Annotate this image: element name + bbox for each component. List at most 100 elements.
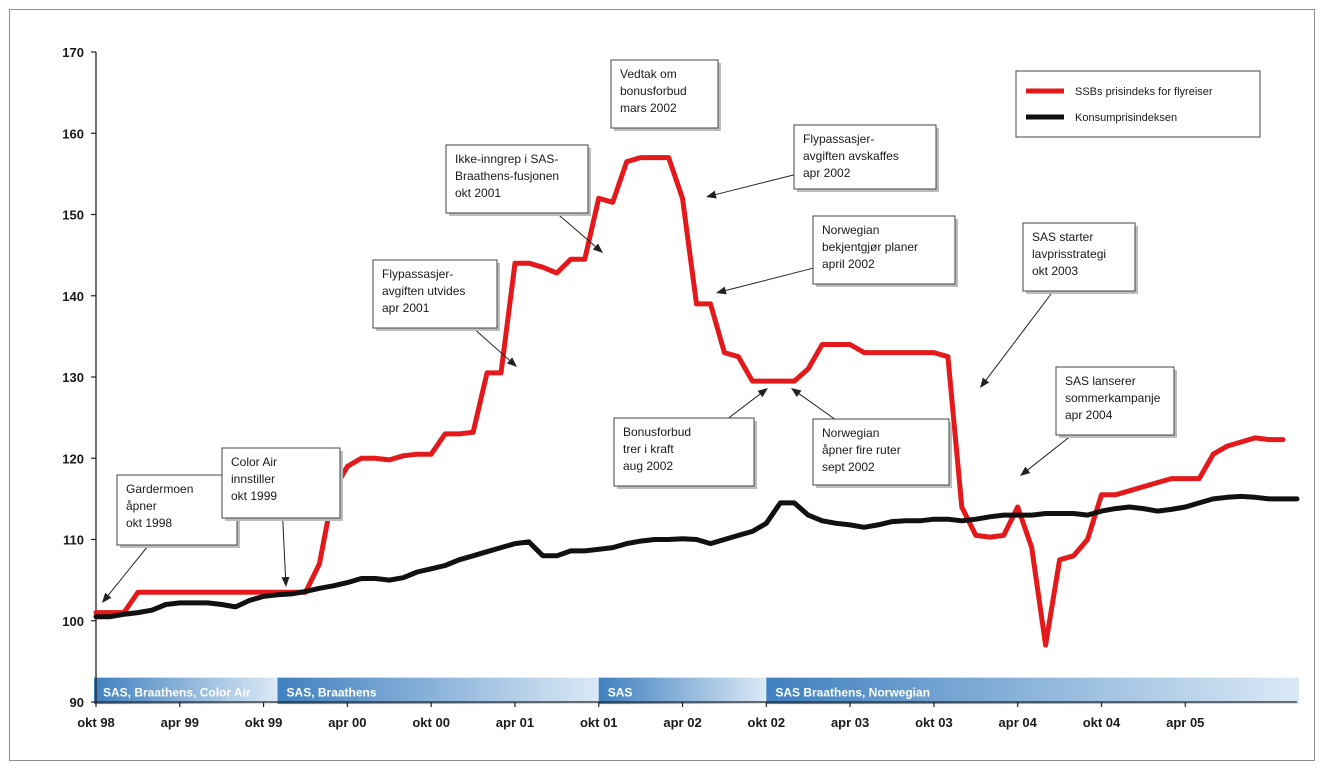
annotation-text: okt 1999: [231, 489, 277, 503]
annotation-arrow-line: [725, 267, 814, 292]
annotation-text: apr 2002: [803, 166, 851, 180]
annotation-text: Braathens-fusjonen: [455, 169, 559, 183]
y-tick-label: 90: [70, 695, 84, 710]
annotation-text: åpner: [126, 499, 157, 513]
annotation-arrow-line: [715, 174, 795, 196]
y-tick-label: 110: [63, 533, 84, 548]
annotation-text: SAS starter: [1032, 230, 1093, 244]
annotation: Flypassasjer-avgiften utvides apr 2001: [372, 259, 517, 367]
annotation: Norwegian bekjentgjør planer april 2002: [716, 215, 958, 295]
annotation: Norwegian åpner fire ruter sept 2002: [791, 388, 952, 488]
x-tick-label: apr 02: [663, 715, 701, 730]
annotation: Vedtak om bonusforbud mars 2002: [610, 59, 721, 131]
annotation-text: avgiften utvides: [382, 284, 465, 298]
era-label: SAS, Braathens: [287, 686, 377, 700]
annotation-text: avgiften avskaffes: [803, 149, 899, 163]
annotation: Gardermoen åpner okt 1998: [102, 474, 240, 603]
annotation-text: Flypassasjer-: [382, 267, 453, 281]
x-tick-label: okt 99: [245, 715, 283, 730]
annotation-text: bonusforbud: [620, 84, 687, 98]
annotation-text: aug 2002: [623, 459, 673, 473]
annotation-arrow-head: [706, 190, 717, 199]
annotation-arrow-line: [556, 212, 596, 247]
y-tick-label: 140: [62, 289, 84, 304]
annotation-arrow-line: [985, 290, 1054, 381]
annotation-text: mars 2002: [620, 101, 677, 115]
x-tick-label: okt 04: [1083, 715, 1121, 730]
annotation-text: okt 1998: [126, 516, 172, 530]
annotation-text: trer i kraft: [623, 442, 674, 456]
annotation: Bonusforbud trer i kraft aug 2002: [613, 388, 768, 489]
annotation-text: SAS lanserer: [1065, 374, 1136, 388]
annotation-arrow-line: [472, 327, 510, 361]
annotation-box: [372, 259, 498, 329]
era-band: [766, 677, 1299, 705]
x-tick-label: okt 02: [748, 715, 786, 730]
annotation-box: [116, 474, 238, 546]
era-band: [94, 677, 278, 705]
x-tick-label: okt 01: [580, 715, 618, 730]
annotation-box: [445, 144, 589, 214]
x-tick-label: okt 00: [412, 715, 450, 730]
annotation-arrow-head: [1020, 466, 1031, 476]
annotation-arrow-head: [506, 357, 517, 367]
annotation: Color Air innstiller okt 1999: [221, 447, 343, 587]
annotation-text: åpner fire ruter: [822, 443, 901, 457]
era-label: SAS Braathens, Norwegian: [775, 686, 930, 700]
annotation-arrow-head: [281, 576, 290, 587]
annotation-text: apr 2001: [382, 301, 430, 315]
y-tick-label: 100: [62, 614, 84, 629]
x-tick-label: apr 04: [999, 715, 1038, 730]
annotation-text: lavprisstrategi: [1032, 247, 1106, 261]
y-tick-label: 170: [62, 45, 84, 60]
annotation: Flypassasjer-avgiften avskaffes apr 2002: [706, 124, 939, 199]
y-tick-label: 130: [62, 370, 84, 385]
annotation-box: [812, 215, 956, 285]
series-line-konsumprisindeksen: [93, 493, 1300, 620]
annotation-text: apr 2004: [1065, 408, 1113, 422]
y-tick-label: 160: [62, 126, 84, 141]
era-label: SAS, Braathens, Color Air: [103, 686, 251, 700]
chart-frame: [9, 9, 1315, 761]
legend-box: [1015, 70, 1261, 138]
era-band: [277, 677, 599, 705]
annotation-arrow-head: [102, 592, 112, 603]
annotation-arrow-line: [798, 393, 835, 420]
annotation-box: [812, 418, 950, 486]
annotation-arrow-head: [791, 388, 802, 398]
annotation-text: Ikke-inngrep i SAS-: [455, 152, 558, 166]
annotation: Ikke-inngrep i SAS- Braathens-fusjonen okt…: [445, 144, 603, 253]
annotation-box: [221, 447, 341, 519]
annotation-text: Flypassasjer-: [803, 132, 874, 146]
annotation-arrow-head: [980, 377, 990, 388]
annotation-arrow-line: [282, 517, 287, 578]
annotation-text: Bonusforbud: [623, 425, 691, 439]
annotation-text: Gardermoen: [126, 482, 193, 496]
annotation-box: [1055, 366, 1175, 436]
y-tick-label: 120: [62, 451, 84, 466]
annotation-text: okt 2003: [1032, 264, 1078, 278]
annotation-box: [793, 124, 937, 190]
annotation-text: okt 2001: [455, 186, 501, 200]
annotation-text: bekjentgjør planer: [822, 240, 918, 254]
annotation-text: sept 2002: [822, 460, 875, 474]
x-tick-label: apr 00: [328, 715, 366, 730]
x-tick-label: okt 98: [77, 715, 115, 730]
annotation-arrow-line: [728, 393, 761, 419]
annotation-arrow-head: [716, 286, 727, 295]
annotation-arrow-head: [592, 243, 603, 253]
legend: SSBs prisindeks for flyreiser Konsumprisi…: [1015, 70, 1261, 138]
annotation-text: Norwegian: [822, 223, 879, 237]
era-band: [598, 677, 767, 705]
x-tick-label: apr 01: [496, 715, 534, 730]
annotation-box: [613, 417, 755, 487]
annotation-arrow-line: [107, 544, 150, 596]
annotations: Gardermoen åpner okt 1998 Color Air innstill…: [102, 59, 1177, 603]
annotation-arrow-line: [1027, 434, 1073, 471]
y-tick-label: 150: [62, 208, 84, 223]
annotation-box: [1022, 222, 1136, 292]
annotation-text: Norwegian: [822, 426, 879, 440]
x-tick-label: apr 99: [161, 715, 199, 730]
annotation: SAS starter lavprisstrategi okt 2003: [980, 222, 1138, 388]
